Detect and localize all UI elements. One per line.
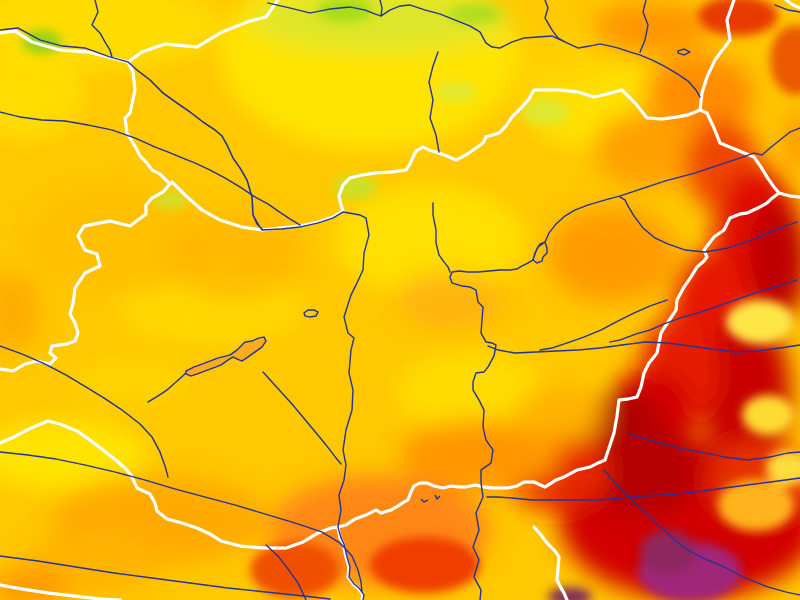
border-hungary-serbia	[336, 480, 536, 529]
green-spot-5	[152, 191, 188, 209]
yellow-sw	[70, 355, 190, 405]
green-spot-2	[449, 4, 501, 24]
river-zagyva	[432, 202, 451, 273]
red-south-1	[370, 537, 480, 593]
yellow-top-left	[0, 0, 220, 70]
river-serbia-se	[603, 469, 800, 596]
river-koros-a	[487, 341, 800, 354]
lake-ludas	[434, 494, 441, 500]
gold-ne-inner	[515, 30, 615, 90]
river-hron-upper	[267, 2, 701, 98]
orange-east	[547, 207, 677, 303]
yellow-enclave-1	[726, 300, 794, 344]
river-ipoly	[428, 51, 440, 153]
red-ne-corner	[698, 0, 778, 36]
river-vah	[136, 69, 263, 230]
river-bosut	[265, 544, 307, 600]
border-hungary-romania	[532, 191, 781, 489]
river-tisza	[449, 127, 800, 600]
yellow-center	[335, 185, 525, 295]
yellow-enclave-br	[766, 450, 800, 486]
orange-transdanubia	[165, 210, 305, 300]
river-zala	[147, 372, 187, 403]
green-spot-7	[433, 82, 477, 102]
border-serbia-romania	[532, 525, 569, 600]
red-ne-edge	[770, 25, 800, 95]
river-morava	[91, 0, 113, 58]
river-mura	[0, 345, 169, 478]
orange-enclave-br	[718, 479, 794, 531]
orange-ne-top	[592, 2, 712, 54]
border-austria-hungary-south	[0, 182, 172, 373]
river-stub-north	[379, 0, 383, 17]
river-hernad	[639, 0, 649, 53]
river-drava	[0, 451, 363, 593]
orange-right-edge	[783, 110, 800, 170]
lake-layer	[185, 48, 691, 503]
orange-center-smudge	[395, 270, 505, 330]
river-maros	[486, 477, 800, 501]
orange-south-band	[400, 420, 560, 490]
river-ne-corner	[774, 4, 800, 13]
river-sio	[262, 371, 342, 465]
river-koros-c	[609, 279, 798, 343]
yellow-enclave-2	[742, 395, 794, 435]
river-koros-b	[539, 299, 668, 351]
red-south-2	[250, 542, 340, 598]
border-croatia-bosnia	[0, 583, 122, 600]
orange-left-edge	[0, 272, 40, 352]
purple-3	[548, 587, 592, 600]
green-spot-1	[317, 0, 373, 22]
yellow-west-low	[0, 420, 147, 490]
heat-layer-spots	[22, 0, 800, 600]
orange-ne-2	[645, 55, 755, 135]
green-spot-6	[521, 98, 569, 126]
yellow-center-south	[395, 352, 545, 428]
lake-fadd	[420, 498, 429, 503]
orange-band-ne	[593, 112, 703, 188]
border-austria-hungary-north	[123, 60, 172, 186]
river-banat	[626, 432, 800, 461]
lake-slovakia-pond	[677, 48, 691, 56]
border-czech-slovakia	[126, 0, 280, 64]
border-hungary-ukraine	[698, 0, 800, 199]
border-ne-corner	[784, 0, 800, 10]
green-spot-4	[333, 175, 377, 199]
border-hungary-slovakia-north	[337, 88, 702, 213]
border-hungary-croatia-west	[0, 419, 340, 550]
orange-transition-se	[515, 385, 605, 445]
purple-2	[640, 530, 696, 574]
river-raba	[0, 111, 301, 226]
river-bodrog	[544, 0, 566, 43]
gold-mid-west	[30, 185, 210, 295]
border-hungary-slovakia-danube	[168, 180, 345, 232]
lake-balaton	[185, 336, 267, 377]
river-sava	[0, 555, 331, 600]
dark-red-1	[748, 200, 800, 320]
lake-velence	[303, 309, 319, 318]
river-szamos	[619, 196, 798, 253]
